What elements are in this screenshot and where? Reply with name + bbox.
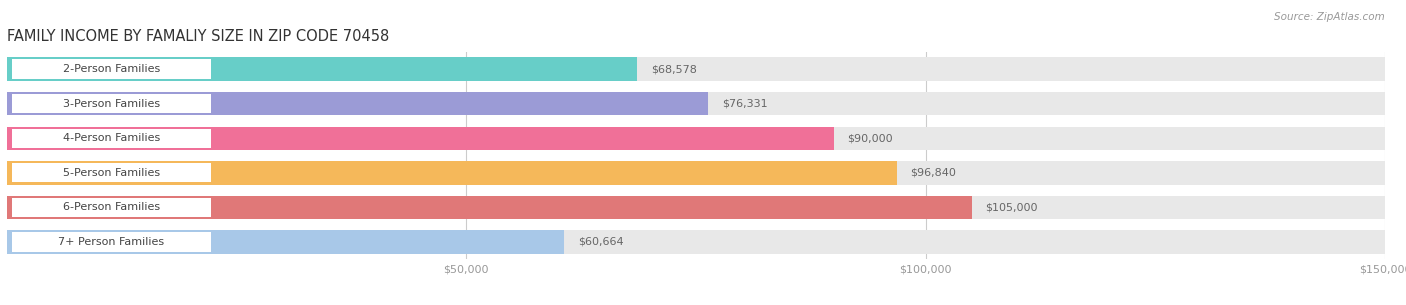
- Text: 3-Person Families: 3-Person Families: [63, 99, 160, 109]
- Bar: [7, 92, 709, 116]
- Bar: [11, 198, 211, 217]
- Text: $68,578: $68,578: [651, 64, 696, 74]
- Text: 5-Person Families: 5-Person Families: [63, 168, 160, 178]
- Bar: [7, 161, 1385, 185]
- Text: $96,840: $96,840: [910, 168, 956, 178]
- Text: 4-Person Families: 4-Person Families: [63, 133, 160, 143]
- Text: $76,331: $76,331: [721, 99, 768, 109]
- Bar: [7, 57, 637, 81]
- Bar: [11, 94, 211, 113]
- Text: $60,664: $60,664: [578, 237, 624, 247]
- Bar: [7, 127, 834, 150]
- Bar: [11, 163, 211, 182]
- Text: 7+ Person Families: 7+ Person Families: [59, 237, 165, 247]
- Text: $105,000: $105,000: [986, 203, 1038, 212]
- Bar: [7, 57, 1385, 81]
- Bar: [7, 127, 1385, 150]
- Bar: [11, 129, 211, 148]
- Bar: [11, 59, 211, 79]
- Text: 6-Person Families: 6-Person Families: [63, 203, 160, 212]
- Bar: [7, 230, 564, 254]
- Bar: [7, 196, 1385, 219]
- Text: 2-Person Families: 2-Person Families: [63, 64, 160, 74]
- Bar: [7, 230, 1385, 254]
- Text: Source: ZipAtlas.com: Source: ZipAtlas.com: [1274, 12, 1385, 22]
- Text: FAMILY INCOME BY FAMALIY SIZE IN ZIP CODE 70458: FAMILY INCOME BY FAMALIY SIZE IN ZIP COD…: [7, 29, 389, 44]
- Bar: [7, 161, 897, 185]
- Bar: [11, 232, 211, 252]
- Bar: [7, 196, 972, 219]
- Bar: [7, 92, 1385, 116]
- Text: $90,000: $90,000: [848, 133, 893, 143]
